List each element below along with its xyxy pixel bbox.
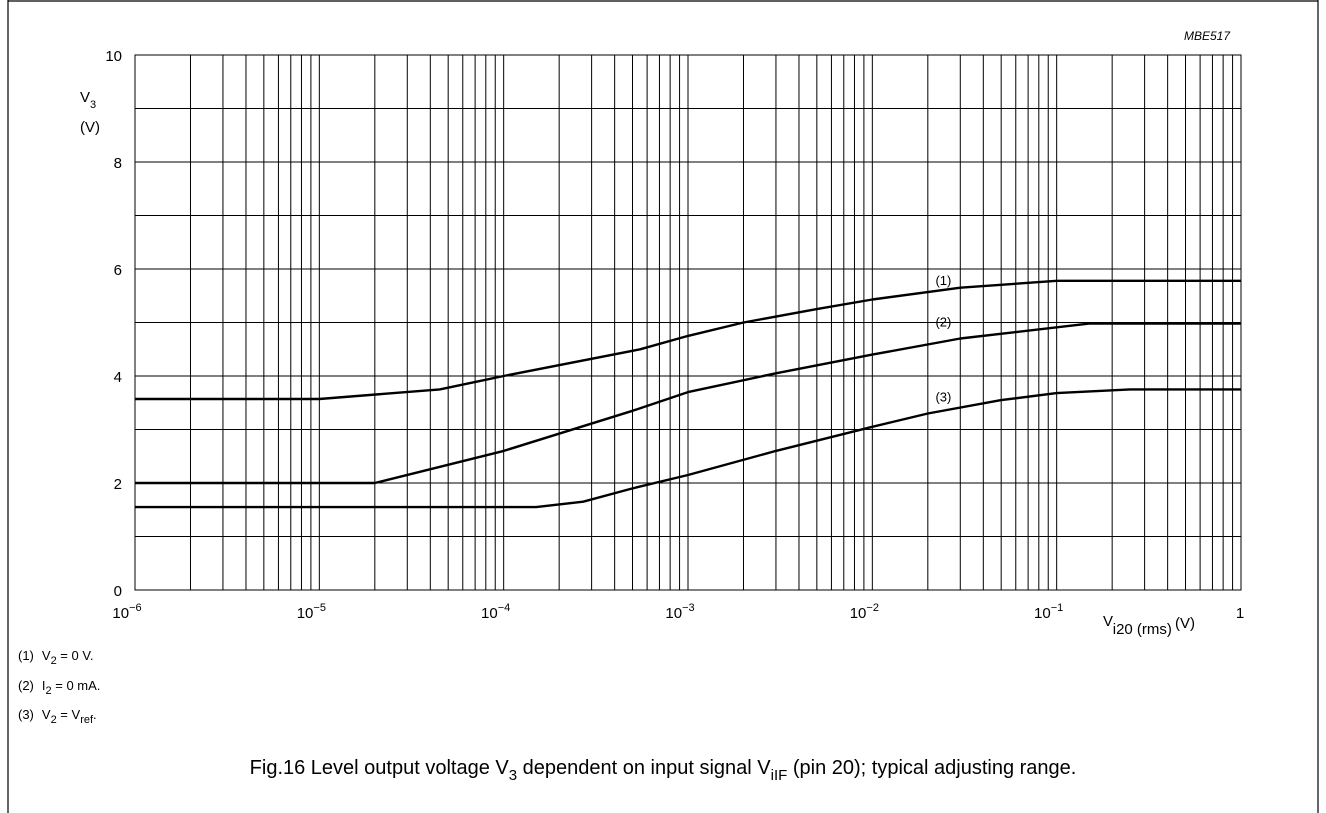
series-line-1 (135, 279, 1241, 401)
series-line-3 (135, 388, 1241, 509)
x-tick-label: 10−3 (665, 602, 694, 622)
x-tick-label: 10−4 (481, 602, 510, 622)
note-1: (1) V2 = 0 V. (18, 648, 93, 667)
x-tick-label: 10−1 (1034, 602, 1063, 622)
series-line-2 (135, 322, 1241, 485)
y-tick-label: 2 (114, 476, 122, 493)
y-axis-label: V3 (80, 89, 96, 111)
y-tick-label: 8 (114, 155, 122, 172)
figure-caption: Fig.16 Level output voltage V3 dependent… (250, 757, 1077, 784)
axis-tick-labels: 0 2 4 6 8 10 10−6 10−5 10−4 10−3 10−2 10−1 1 (105, 48, 1244, 622)
x-tick-label: 10−2 (850, 602, 879, 622)
y-axis-unit: (V) (80, 119, 100, 136)
plot-grid (134, 54, 1242, 591)
x-axis-label: Vi20 (rms) (V) (1103, 613, 1195, 638)
note-3: (3) V2 = Vref. (18, 707, 97, 726)
figure-reference: MBE517 (1184, 29, 1231, 43)
series-label-1: (1) (935, 273, 951, 288)
note-2: (2) I2 = 0 mA. (18, 678, 100, 697)
legend-notes: (1) V2 = 0 V. (2) I2 = 0 mA. (3) V2 = Vref. (18, 648, 100, 726)
x-tick-label: 10−6 (112, 602, 141, 622)
plot-curves: (1) (2) (3) (135, 273, 1241, 509)
x-tick-label: 1 (1236, 605, 1244, 622)
x-tick-label: 10−5 (297, 602, 326, 622)
series-label-3: (3) (935, 389, 951, 404)
y-tick-label: 6 (114, 262, 122, 279)
y-tick-label: 4 (114, 369, 122, 386)
series-label-2: (2) (935, 315, 951, 330)
y-tick-label: 0 (114, 583, 122, 600)
y-tick-label: 10 (105, 48, 122, 65)
